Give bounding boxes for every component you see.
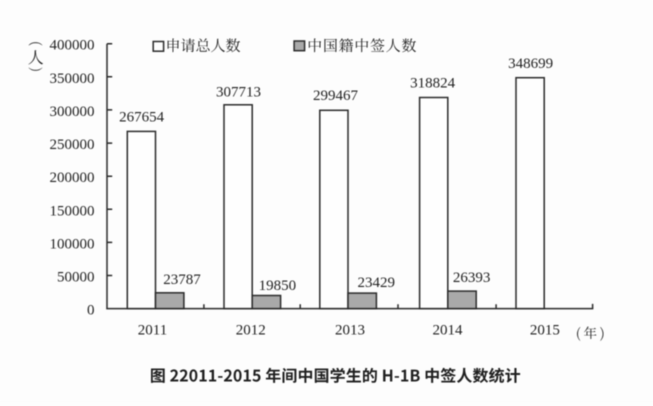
svg-text:50000: 50000 bbox=[57, 270, 95, 286]
svg-text:300000: 300000 bbox=[50, 104, 95, 120]
svg-text:400000: 400000 bbox=[50, 38, 95, 54]
svg-text:2015: 2015 bbox=[530, 323, 560, 339]
svg-text:318824: 318824 bbox=[410, 76, 456, 92]
svg-text:2014: 2014 bbox=[433, 323, 464, 339]
svg-text:250000: 250000 bbox=[50, 137, 95, 153]
svg-text:2011: 2011 bbox=[138, 323, 167, 339]
svg-text:23429: 23429 bbox=[357, 275, 395, 291]
svg-text:150000: 150000 bbox=[50, 203, 95, 219]
svg-text:299467: 299467 bbox=[313, 88, 359, 104]
svg-text:2012: 2012 bbox=[236, 323, 266, 339]
svg-text:0: 0 bbox=[87, 303, 95, 319]
svg-text:350000: 350000 bbox=[50, 71, 95, 87]
svg-text:26393: 26393 bbox=[453, 270, 491, 286]
svg-text:19850: 19850 bbox=[259, 278, 297, 294]
svg-text:2013: 2013 bbox=[335, 323, 365, 339]
svg-text:200000: 200000 bbox=[50, 170, 95, 186]
svg-text:23787: 23787 bbox=[163, 272, 201, 288]
svg-text:348699: 348699 bbox=[508, 56, 553, 72]
svg-text:307713: 307713 bbox=[216, 85, 261, 101]
svg-text:267654: 267654 bbox=[119, 110, 165, 126]
svg-text:100000: 100000 bbox=[50, 236, 95, 252]
